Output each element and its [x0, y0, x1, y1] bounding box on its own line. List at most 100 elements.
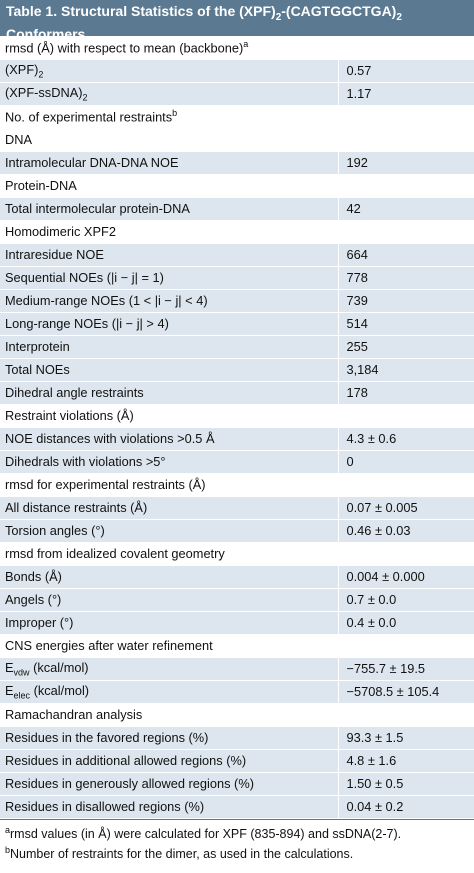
- row-value: [337, 542, 474, 565]
- row-value: 664: [337, 243, 474, 266]
- row-value: 255: [337, 335, 474, 358]
- row-value: [337, 703, 474, 726]
- row-label: Eelec (kcal/mol): [0, 680, 338, 703]
- row-value: 1.17: [337, 82, 474, 105]
- row-value: 739: [337, 289, 474, 312]
- row-label: Torsion angles (°): [0, 519, 338, 542]
- row-label: Improper (°): [0, 611, 338, 634]
- row-label: CNS energies after water refinement: [0, 634, 338, 657]
- table-row: NOE distances with violations >0.5 Å 4.3 …: [0, 427, 474, 450]
- row-value: 4.8 ± 1.6: [337, 749, 474, 772]
- row-value: 0.04 ± 0.2: [337, 795, 474, 818]
- row-label: Restraint violations (Å): [0, 404, 338, 427]
- row-value: 0.4 ± 0.0: [337, 611, 474, 634]
- row-label: rmsd from idealized covalent geometry: [0, 542, 338, 565]
- row-value: [337, 473, 474, 496]
- row-label: Total NOEs: [0, 358, 338, 381]
- table-row: Intraresidue NOE 664: [0, 243, 474, 266]
- row-label: Sequential NOEs (|i − j| = 1): [0, 266, 338, 289]
- row-label: Ramachandran analysis: [0, 703, 338, 726]
- row-value: 514: [337, 312, 474, 335]
- table-row: Angels (°) 0.7 ± 0.0: [0, 588, 474, 611]
- row-label: rmsd (Å) with respect to mean (backbone)…: [0, 36, 338, 59]
- row-label: Intramolecular DNA-DNA NOE: [0, 151, 338, 174]
- row-value: 93.3 ± 1.5: [337, 726, 474, 749]
- row-label: All distance restraints (Å): [0, 496, 338, 519]
- row-label: Evdw (kcal/mol): [0, 657, 338, 680]
- section-row: rmsd for experimental restraints (Å): [0, 473, 474, 496]
- footnotes: armsd values (in Å) were calculated for …: [0, 818, 474, 862]
- section-row: Homodimeric XPF2: [0, 220, 474, 243]
- row-value: [337, 634, 474, 657]
- row-label: Intraresidue NOE: [0, 243, 338, 266]
- table-row: Residues in the favored regions (%) 93.3 …: [0, 726, 474, 749]
- row-value: 0.004 ± 0.000: [337, 565, 474, 588]
- row-label: Bonds (Å): [0, 565, 338, 588]
- table-row: Residues in generously allowed regions (…: [0, 772, 474, 795]
- table-row: Improper (°) 0.4 ± 0.0: [0, 611, 474, 634]
- statistics-table: rmsd (Å) with respect to mean (backbone)…: [0, 36, 474, 819]
- table-row: Bonds (Å) 0.004 ± 0.000: [0, 565, 474, 588]
- row-label: No. of experimental restraintsb: [0, 105, 338, 128]
- table-row: Dihedral angle restraints 178: [0, 381, 474, 404]
- row-label: Angels (°): [0, 588, 338, 611]
- row-value: −755.7 ± 19.5: [337, 657, 474, 680]
- row-value: [337, 174, 474, 197]
- row-label: Total intermolecular protein-DNA: [0, 197, 338, 220]
- row-value: 0.57: [337, 59, 474, 82]
- row-label: NOE distances with violations >0.5 Å: [0, 427, 338, 450]
- table-row: (XPF-ssDNA)2 1.17: [0, 82, 474, 105]
- row-value: [337, 105, 474, 128]
- row-value: 0.07 ± 0.005: [337, 496, 474, 519]
- table-row: Sequential NOEs (|i − j| = 1) 778: [0, 266, 474, 289]
- row-value: [337, 220, 474, 243]
- row-value: 3,184: [337, 358, 474, 381]
- row-label: Residues in generously allowed regions (…: [0, 772, 338, 795]
- table-title: Table 1. Structural Statistics of the (X…: [0, 0, 474, 42]
- table-row: Total intermolecular protein-DNA 42: [0, 197, 474, 220]
- row-value: 0.46 ± 0.03: [337, 519, 474, 542]
- footnote: bNumber of restraints for the dimer, as …: [5, 844, 354, 861]
- row-value: 0.7 ± 0.0: [337, 588, 474, 611]
- row-label: Homodimeric XPF2: [0, 220, 338, 243]
- row-label: Interprotein: [0, 335, 338, 358]
- table-row: Residues in disallowed regions (%) 0.04 ±…: [0, 795, 474, 818]
- row-value: −5708.5 ± 105.4: [337, 680, 474, 703]
- table-row: Dihedrals with violations >5° 0: [0, 450, 474, 473]
- row-value: 42: [337, 197, 474, 220]
- row-value: [337, 36, 474, 59]
- row-label: Residues in the favored regions (%): [0, 726, 338, 749]
- row-label: rmsd for experimental restraints (Å): [0, 473, 338, 496]
- row-label: Dihedrals with violations >5°: [0, 450, 338, 473]
- section-row: CNS energies after water refinement: [0, 634, 474, 657]
- table-row: Evdw (kcal/mol) −755.7 ± 19.5: [0, 657, 474, 680]
- section-row: Ramachandran analysis: [0, 703, 474, 726]
- table-row: Total NOEs 3,184: [0, 358, 474, 381]
- row-label: DNA: [0, 128, 338, 151]
- table-row: Interprotein 255: [0, 335, 474, 358]
- row-value: [337, 128, 474, 151]
- table-row: All distance restraints (Å) 0.07 ± 0.005: [0, 496, 474, 519]
- row-label: Residues in additional allowed regions (…: [0, 749, 338, 772]
- row-label: Dihedral angle restraints: [0, 381, 338, 404]
- section-row: Protein-DNA: [0, 174, 474, 197]
- row-value: 192: [337, 151, 474, 174]
- row-label: Medium-range NOEs (1 < |i − j| < 4): [0, 289, 338, 312]
- table-row: Intramolecular DNA-DNA NOE 192: [0, 151, 474, 174]
- table-row: Torsion angles (°) 0.46 ± 0.03: [0, 519, 474, 542]
- row-label: (XPF)2: [0, 59, 338, 82]
- row-label: (XPF-ssDNA)2: [0, 82, 338, 105]
- row-label: Long-range NOEs (|i − j| > 4): [0, 312, 338, 335]
- row-value: 0: [337, 450, 474, 473]
- section-row: No. of experimental restraintsb: [0, 105, 474, 128]
- table-row: Long-range NOEs (|i − j| > 4) 514: [0, 312, 474, 335]
- table-row: (XPF)2 0.57: [0, 59, 474, 82]
- section-row: DNA: [0, 128, 474, 151]
- footnote: armsd values (in Å) were calculated for …: [5, 824, 402, 841]
- table-row: Eelec (kcal/mol) −5708.5 ± 105.4: [0, 680, 474, 703]
- table-row: Residues in additional allowed regions (…: [0, 749, 474, 772]
- section-row: rmsd (Å) with respect to mean (backbone)…: [0, 36, 474, 59]
- section-row: rmsd from idealized covalent geometry: [0, 542, 474, 565]
- section-row: Restraint violations (Å): [0, 404, 474, 427]
